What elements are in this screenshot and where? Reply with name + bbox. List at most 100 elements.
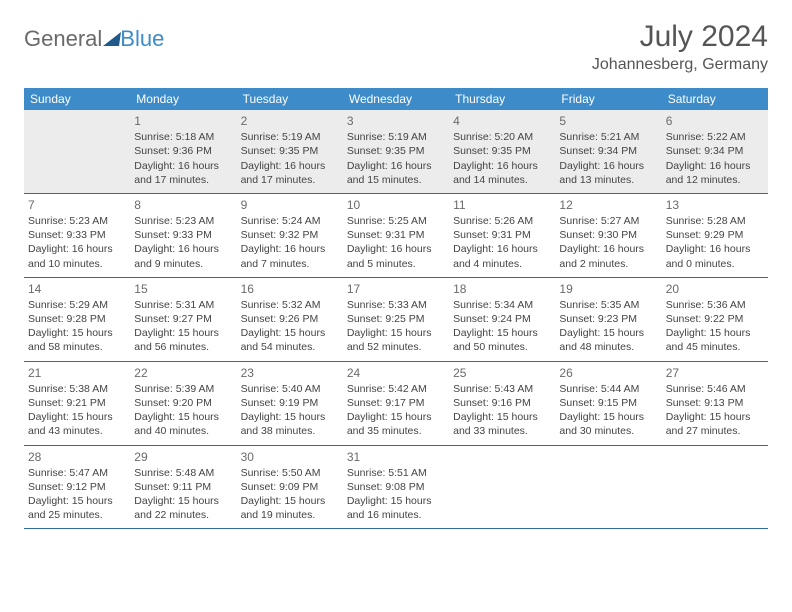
sunset-line: Sunset: 9:20 PM (134, 396, 232, 410)
day-number: 31 (347, 449, 445, 465)
sunrise-line: Sunrise: 5:35 AM (559, 298, 657, 312)
sunrise-line: Sunrise: 5:29 AM (28, 298, 126, 312)
sunrise-line: Sunrise: 5:19 AM (347, 130, 445, 144)
calendar-cell: 5Sunrise: 5:21 AMSunset: 9:34 PMDaylight… (555, 110, 661, 193)
sunrise-line: Sunrise: 5:31 AM (134, 298, 232, 312)
header: General Blue July 2024 Johannesberg, Ger… (24, 20, 768, 74)
calendar-cell: 2Sunrise: 5:19 AMSunset: 9:35 PMDaylight… (237, 110, 343, 193)
sunrise-line: Sunrise: 5:22 AM (666, 130, 764, 144)
calendar-cell: 16Sunrise: 5:32 AMSunset: 9:26 PMDayligh… (237, 278, 343, 361)
sunrise-line: Sunrise: 5:19 AM (241, 130, 339, 144)
calendar-cell: 20Sunrise: 5:36 AMSunset: 9:22 PMDayligh… (662, 278, 768, 361)
day-number: 8 (134, 197, 232, 213)
day-number: 2 (241, 113, 339, 129)
sunrise-line: Sunrise: 5:23 AM (134, 214, 232, 228)
calendar-cell: 15Sunrise: 5:31 AMSunset: 9:27 PMDayligh… (130, 278, 236, 361)
day-number: 14 (28, 281, 126, 297)
calendar: SundayMondayTuesdayWednesdayThursdayFrid… (24, 88, 768, 529)
sunset-line: Sunset: 9:25 PM (347, 312, 445, 326)
dow-cell: Tuesday (237, 88, 343, 110)
calendar-cell: 6Sunrise: 5:22 AMSunset: 9:34 PMDaylight… (662, 110, 768, 193)
day-number: 25 (453, 365, 551, 381)
sunset-line: Sunset: 9:34 PM (559, 144, 657, 158)
calendar-cell: 30Sunrise: 5:50 AMSunset: 9:09 PMDayligh… (237, 446, 343, 529)
dow-cell: Sunday (24, 88, 130, 110)
sunset-line: Sunset: 9:31 PM (347, 228, 445, 242)
calendar-cell: 31Sunrise: 5:51 AMSunset: 9:08 PMDayligh… (343, 446, 449, 529)
dow-cell: Saturday (662, 88, 768, 110)
day-number: 10 (347, 197, 445, 213)
daylight-line: Daylight: 15 hours and 43 minutes. (28, 410, 126, 438)
calendar-cell: 1Sunrise: 5:18 AMSunset: 9:36 PMDaylight… (130, 110, 236, 193)
daylight-line: Daylight: 15 hours and 54 minutes. (241, 326, 339, 354)
daylight-line: Daylight: 16 hours and 17 minutes. (134, 159, 232, 187)
sunset-line: Sunset: 9:16 PM (453, 396, 551, 410)
day-number: 27 (666, 365, 764, 381)
sunset-line: Sunset: 9:09 PM (241, 480, 339, 494)
calendar-cell: 28Sunrise: 5:47 AMSunset: 9:12 PMDayligh… (24, 446, 130, 529)
day-number: 17 (347, 281, 445, 297)
calendar-week: 14Sunrise: 5:29 AMSunset: 9:28 PMDayligh… (24, 278, 768, 362)
daylight-line: Daylight: 16 hours and 4 minutes. (453, 242, 551, 270)
sunset-line: Sunset: 9:22 PM (666, 312, 764, 326)
sunset-line: Sunset: 9:19 PM (241, 396, 339, 410)
day-of-week-header: SundayMondayTuesdayWednesdayThursdayFrid… (24, 88, 768, 110)
day-number: 3 (347, 113, 445, 129)
calendar-week: 1Sunrise: 5:18 AMSunset: 9:36 PMDaylight… (24, 110, 768, 194)
calendar-cell: 29Sunrise: 5:48 AMSunset: 9:11 PMDayligh… (130, 446, 236, 529)
sunrise-line: Sunrise: 5:40 AM (241, 382, 339, 396)
daylight-line: Daylight: 15 hours and 52 minutes. (347, 326, 445, 354)
calendar-cell: 19Sunrise: 5:35 AMSunset: 9:23 PMDayligh… (555, 278, 661, 361)
calendar-week: 7Sunrise: 5:23 AMSunset: 9:33 PMDaylight… (24, 194, 768, 278)
sunrise-line: Sunrise: 5:38 AM (28, 382, 126, 396)
day-number: 30 (241, 449, 339, 465)
sunset-line: Sunset: 9:12 PM (28, 480, 126, 494)
sunrise-line: Sunrise: 5:24 AM (241, 214, 339, 228)
day-number: 5 (559, 113, 657, 129)
sunset-line: Sunset: 9:24 PM (453, 312, 551, 326)
calendar-cell: 24Sunrise: 5:42 AMSunset: 9:17 PMDayligh… (343, 362, 449, 445)
day-number: 22 (134, 365, 232, 381)
sunset-line: Sunset: 9:13 PM (666, 396, 764, 410)
sunset-line: Sunset: 9:34 PM (666, 144, 764, 158)
dow-cell: Friday (555, 88, 661, 110)
sunrise-line: Sunrise: 5:34 AM (453, 298, 551, 312)
sunset-line: Sunset: 9:35 PM (453, 144, 551, 158)
calendar-cell (24, 110, 130, 193)
day-number: 18 (453, 281, 551, 297)
day-number: 21 (28, 365, 126, 381)
logo-text-general: General (24, 26, 102, 52)
daylight-line: Daylight: 16 hours and 5 minutes. (347, 242, 445, 270)
sunset-line: Sunset: 9:27 PM (134, 312, 232, 326)
calendar-cell: 27Sunrise: 5:46 AMSunset: 9:13 PMDayligh… (662, 362, 768, 445)
logo-text-blue: Blue (120, 26, 164, 52)
sunset-line: Sunset: 9:26 PM (241, 312, 339, 326)
day-number: 23 (241, 365, 339, 381)
day-number: 6 (666, 113, 764, 129)
daylight-line: Daylight: 15 hours and 50 minutes. (453, 326, 551, 354)
logo-triangle-icon (103, 32, 121, 46)
calendar-cell (662, 446, 768, 529)
daylight-line: Daylight: 15 hours and 16 minutes. (347, 494, 445, 522)
sunrise-line: Sunrise: 5:33 AM (347, 298, 445, 312)
sunset-line: Sunset: 9:31 PM (453, 228, 551, 242)
calendar-cell: 17Sunrise: 5:33 AMSunset: 9:25 PMDayligh… (343, 278, 449, 361)
sunrise-line: Sunrise: 5:46 AM (666, 382, 764, 396)
day-number: 19 (559, 281, 657, 297)
sunrise-line: Sunrise: 5:43 AM (453, 382, 551, 396)
daylight-line: Daylight: 15 hours and 19 minutes. (241, 494, 339, 522)
calendar-cell: 21Sunrise: 5:38 AMSunset: 9:21 PMDayligh… (24, 362, 130, 445)
calendar-cell: 12Sunrise: 5:27 AMSunset: 9:30 PMDayligh… (555, 194, 661, 277)
sunrise-line: Sunrise: 5:50 AM (241, 466, 339, 480)
day-number: 4 (453, 113, 551, 129)
sunset-line: Sunset: 9:08 PM (347, 480, 445, 494)
calendar-body: 1Sunrise: 5:18 AMSunset: 9:36 PMDaylight… (24, 110, 768, 529)
sunrise-line: Sunrise: 5:32 AM (241, 298, 339, 312)
daylight-line: Daylight: 16 hours and 7 minutes. (241, 242, 339, 270)
daylight-line: Daylight: 15 hours and 58 minutes. (28, 326, 126, 354)
day-number: 9 (241, 197, 339, 213)
day-number: 29 (134, 449, 232, 465)
dow-cell: Thursday (449, 88, 555, 110)
sunset-line: Sunset: 9:21 PM (28, 396, 126, 410)
day-number: 20 (666, 281, 764, 297)
